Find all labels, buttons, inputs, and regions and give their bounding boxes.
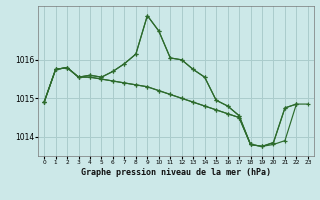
X-axis label: Graphe pression niveau de la mer (hPa): Graphe pression niveau de la mer (hPa) (81, 168, 271, 177)
